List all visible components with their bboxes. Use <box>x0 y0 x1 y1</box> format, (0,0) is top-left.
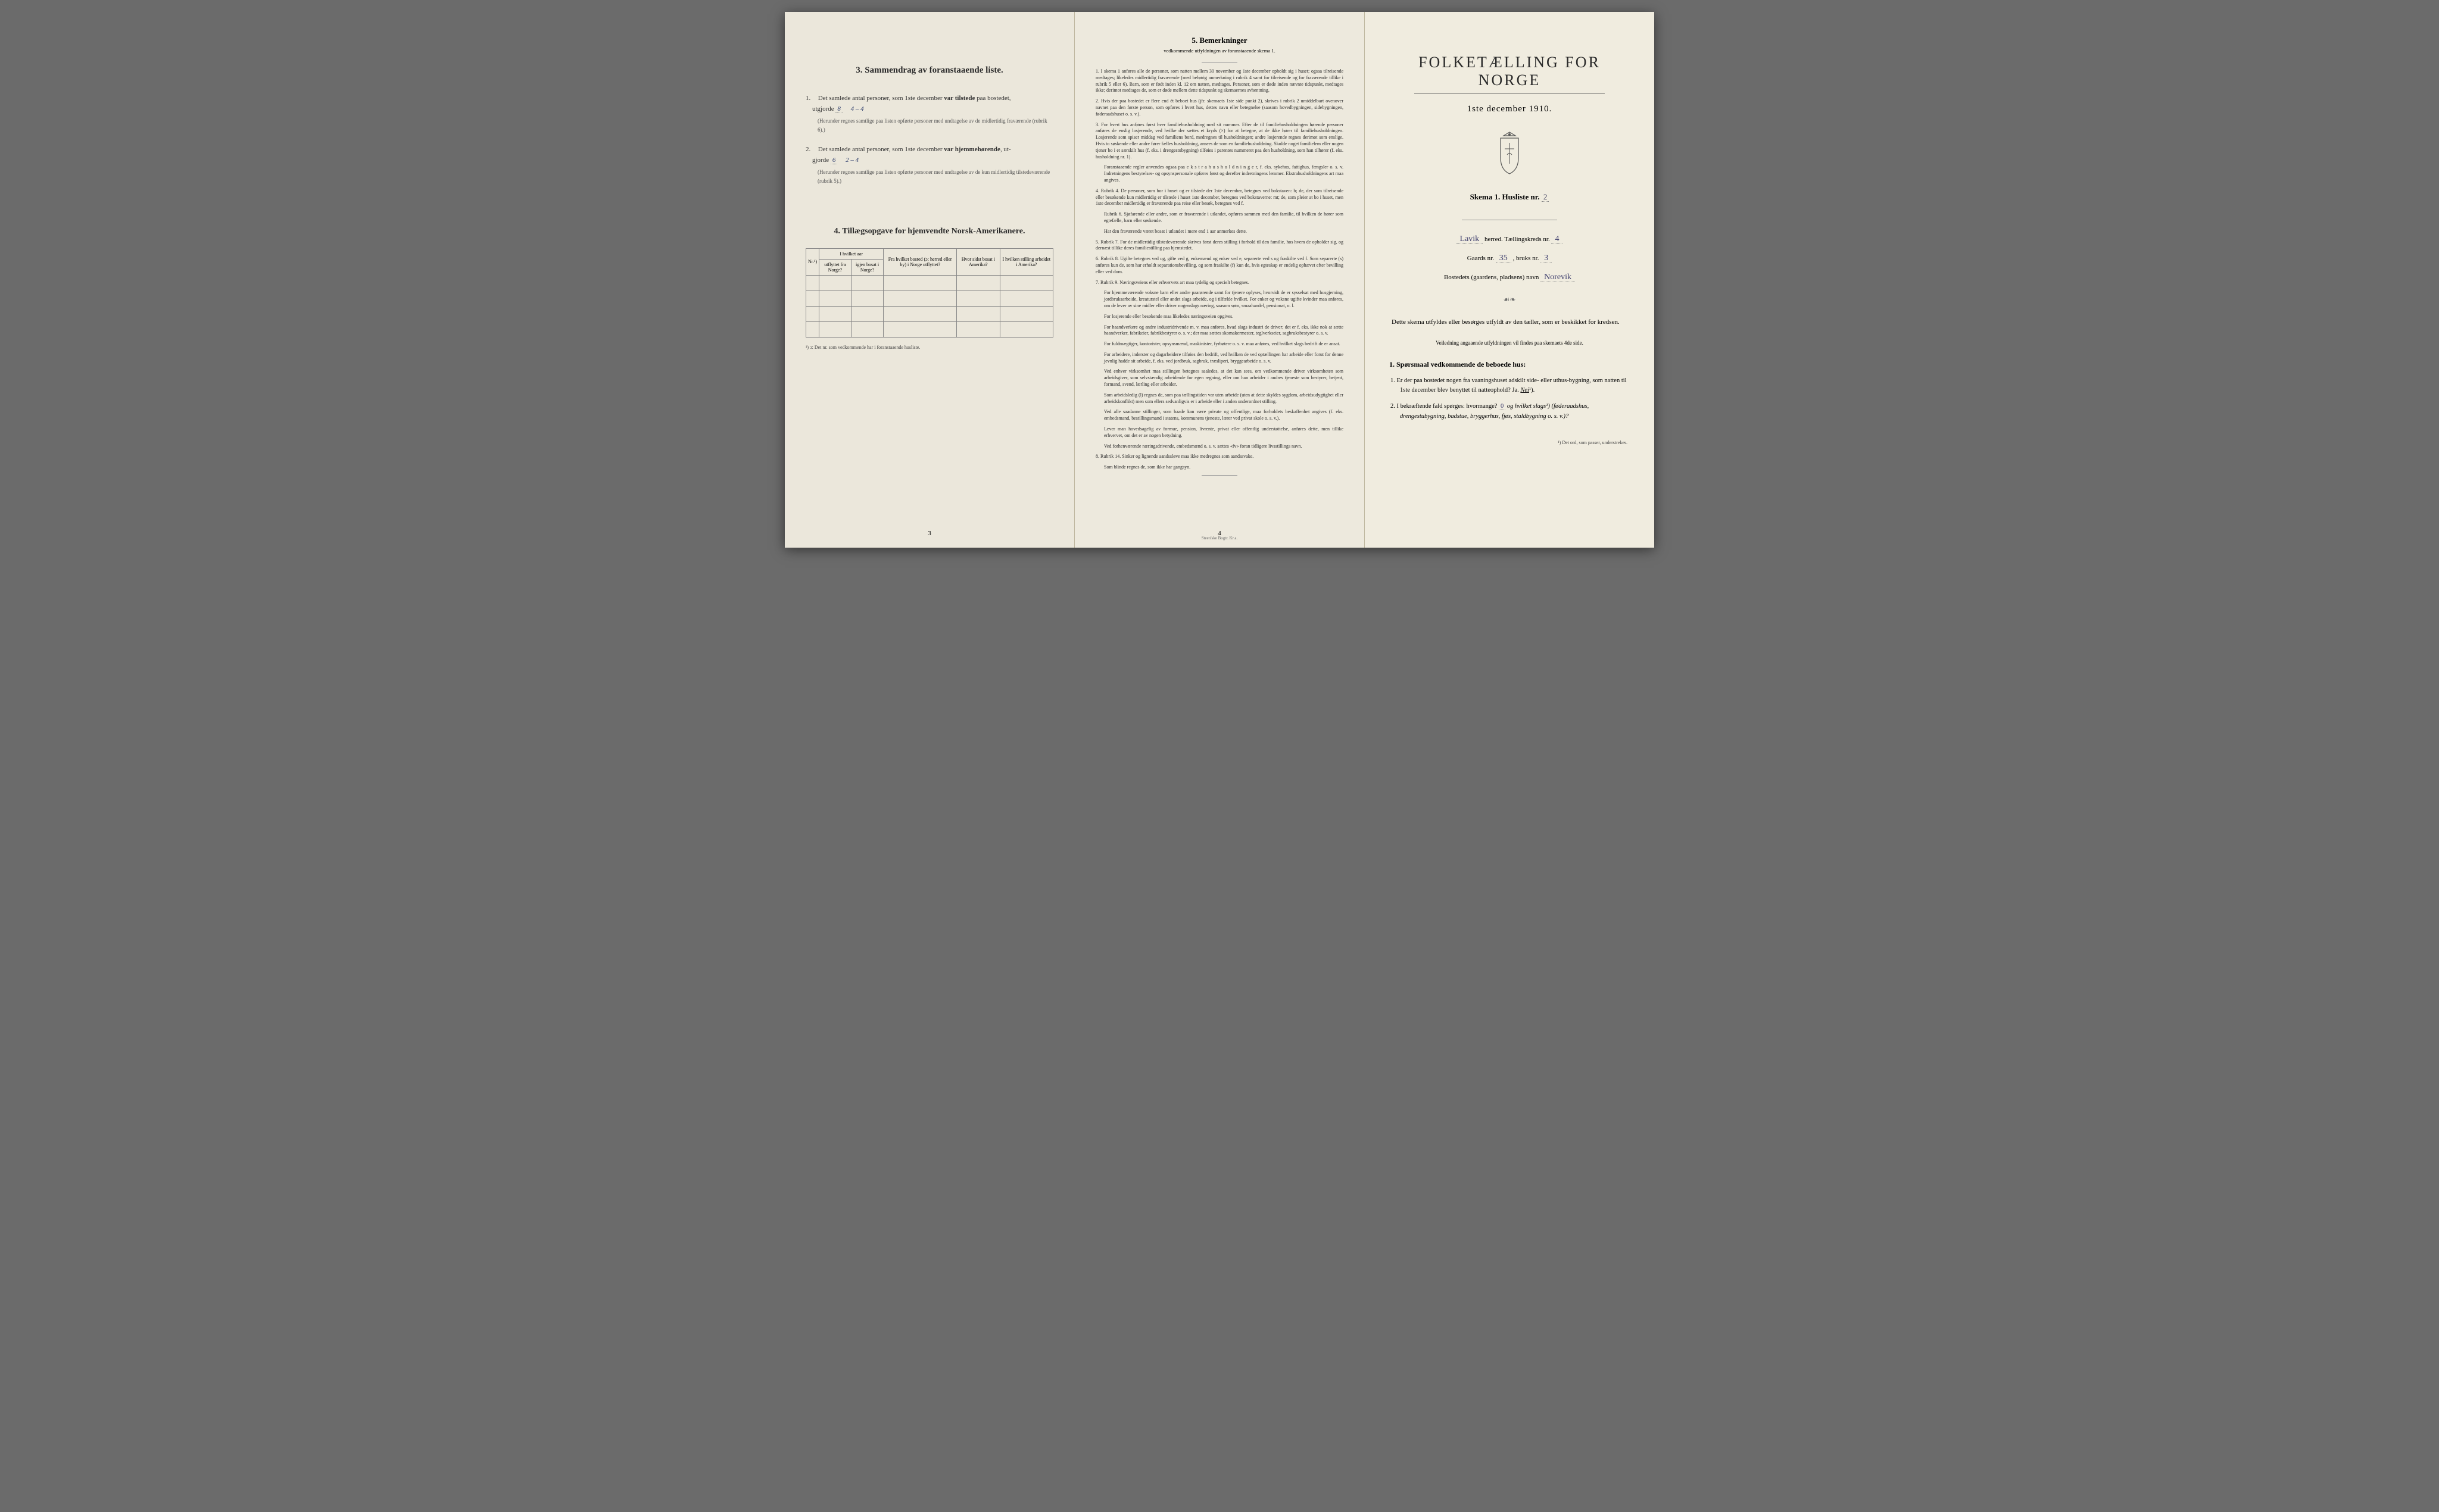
skema-label: Skema 1. Husliste nr. <box>1470 192 1540 201</box>
herred-label: herred. Tællingskreds nr. <box>1484 236 1550 243</box>
bruk-nr: 3 <box>1540 254 1552 263</box>
gaard-line: Gaards nr. 35 , bruks nr. 3 <box>1386 254 1633 263</box>
gaard-nr: 35 <box>1496 254 1511 263</box>
q1-sup: ¹). <box>1529 387 1534 393</box>
remark-subitem: For losjerende eller besøkende maa likel… <box>1104 314 1343 320</box>
item1-subnote: (Herunder regnes samtlige paa listen opf… <box>818 117 1053 134</box>
table-row <box>806 275 1053 290</box>
q2-num: 2. <box>1390 403 1395 410</box>
remark-item: 3. For hvert hus anføres først hver fami… <box>1096 122 1343 161</box>
remark-item: 4. Rubrik 4. De personer, som bor i huse… <box>1096 188 1343 207</box>
bosted-handwritten: Norevik <box>1540 273 1575 282</box>
remark-subitem: Ved alle saadanne stillinger, som baade … <box>1104 409 1343 422</box>
th-igjen: igjen bosat i Norge? <box>851 259 884 275</box>
page-4-remarks: 5. Bemerkninger vedkommende utfyldningen… <box>1075 12 1365 548</box>
questions-heading: 1. Spørsmaal vedkommende de beboede hus: <box>1389 360 1633 369</box>
summary-item-2: 2. Det samlede antal personer, som 1ste … <box>806 145 1053 185</box>
summary-item-1: 1. Det samlede antal personer, som 1ste … <box>806 93 1053 134</box>
kreds-nr: 4 <box>1551 235 1562 244</box>
table-row <box>806 321 1053 337</box>
bruk-label: , bruks nr. <box>1512 255 1539 262</box>
remark-subitem: Lever man hovedsagelig av formue, pensio… <box>1104 426 1343 439</box>
section-5-subtitle: vedkommende utfyldningen av foranstaaend… <box>1096 48 1343 54</box>
table-row <box>806 290 1053 306</box>
section-5-title: 5. Bemerkninger <box>1096 36 1343 45</box>
remark-item: 7. Rubrik 9. Næringsveiens eller erhverv… <box>1096 280 1343 286</box>
bosted-line: Bostedets (gaardens, pladsens) navn Nore… <box>1386 273 1633 282</box>
section4-footnote: ¹) ɔ: Det nr. som vedkommende har i fora… <box>806 345 1053 350</box>
section-4-title: 4. Tillægsopgave for hjemvendte Norsk-Am… <box>806 227 1053 236</box>
skema-line: Skema 1. Husliste nr. 2 <box>1386 192 1633 202</box>
remark-subitem: Ved enhver virksomhet maa stillingen bet… <box>1104 368 1343 388</box>
section-3-title: 3. Sammendrag av foranstaaende liste. <box>806 65 1053 76</box>
cover-footnote: ¹) Det ord, som passer, understrekes. <box>1386 440 1627 445</box>
q1-nei-answer: Nei <box>1520 387 1529 393</box>
th-nr: Nr.¹) <box>806 248 819 275</box>
divider <box>1202 475 1237 476</box>
table-row <box>806 306 1053 321</box>
instruction-text: Dette skema utfyldes eller besørges utfy… <box>1392 317 1627 328</box>
remark-subitem: For arbeidere, inderster og dagarbeidere… <box>1104 352 1343 365</box>
item-number: 2. <box>806 145 816 155</box>
remark-subitem: Som blinde regnes de, som ikke har gangs… <box>1104 464 1343 471</box>
bosted-label: Bostedets (gaardens, pladsens) navn <box>1444 274 1540 281</box>
husliste-nr: 2 <box>1542 192 1549 202</box>
herred-handwritten: Lavik <box>1456 235 1483 244</box>
page-1-cover: FOLKETÆLLING FOR NORGE 1ste december 191… <box>1365 12 1654 548</box>
remark-subitem: Ved forhenværende næringsdrivende, embed… <box>1104 443 1343 450</box>
remark-item: 6. Rubrik 8. Ugifte betegnes ved ug, gif… <box>1096 256 1343 275</box>
th-bosted: Fra hvilket bosted (ɔ: herred eller by) … <box>884 248 957 275</box>
remark-subitem: Som arbeidsledig (l) regnes de, som paa … <box>1104 392 1343 405</box>
document-title: FOLKETÆLLING FOR NORGE <box>1386 54 1633 89</box>
item1-bold: var tilstede <box>944 95 975 102</box>
printer-mark: Steen'ske Bogtr. Kr.a. <box>1202 536 1238 541</box>
remark-subitem: Har den fraværende været bosat i utlande… <box>1104 229 1343 235</box>
gaard-label: Gaards nr. <box>1467 255 1494 262</box>
question-1: 1. Er der paa bostedet nogen fra vaaning… <box>1400 376 1629 396</box>
item2-handwritten-count: 6 <box>831 157 838 164</box>
th-amerika: Hvor sidst bosat i Amerika? <box>957 248 1000 275</box>
remark-item: 8. Rubrik 14. Sinker og lignende aandssl… <box>1096 454 1343 460</box>
item2-text-b: , ut- <box>1000 146 1011 153</box>
remark-subitem: For fuldmægtiger, kontorister, opsynsmæn… <box>1104 341 1343 348</box>
q2-handwritten: 0 <box>1499 403 1505 410</box>
divider <box>1202 62 1237 63</box>
instruction-subtext: Veiledning angaaende utfyldningen vil fi… <box>1386 340 1633 346</box>
page-number: 3 <box>928 530 931 537</box>
item1-handwritten-split: 4 – 4 <box>851 105 864 113</box>
item2-text-a: Det samlede antal personer, som 1ste dec… <box>818 146 944 153</box>
remark-item: 1. I skema 1 anføres alle de personer, s… <box>1096 68 1343 94</box>
th-stilling: I hvilken stilling arbeidet i Amerika? <box>1000 248 1053 275</box>
q1-text: Er der paa bostedet nogen fra vaaningshu… <box>1397 377 1627 394</box>
item1-text-b: paa bostedet, <box>975 95 1010 102</box>
remarks-list: 1. I skema 1 anføres alle de personer, s… <box>1096 68 1343 471</box>
herred-line: Lavik herred. Tællingskreds nr. 4 <box>1386 235 1633 244</box>
page-3-summary: 3. Sammendrag av foranstaaende liste. 1.… <box>785 12 1075 548</box>
table-body <box>806 275 1053 337</box>
item2-bold: var hjemmehørende <box>944 146 1000 153</box>
q2-text-a: I bekræftende fald spørges: hvormange? <box>1397 403 1499 410</box>
item1-line2: utgjorde <box>812 105 835 113</box>
remark-subitem: For hjemmeværende voksne barn eller andr… <box>1104 290 1343 309</box>
remark-subitem: Rubrik 6. Sjøfarende eller andre, som er… <box>1104 211 1343 224</box>
item2-line2: gjorde <box>812 157 831 164</box>
th-aar: I hvilket aar <box>819 248 884 259</box>
ornament-icon: ☙❧ <box>1386 295 1633 304</box>
census-document: 3. Sammendrag av foranstaaende liste. 1.… <box>785 12 1654 548</box>
item-number: 1. <box>806 93 816 104</box>
item1-text-a: Det samlede antal personer, som 1ste dec… <box>818 95 944 102</box>
remark-subitem: For haandverkere og andre industridriven… <box>1104 324 1343 338</box>
th-utflyttet: utflyttet fra Norge? <box>819 259 852 275</box>
item2-handwritten-split: 2 – 4 <box>846 157 859 164</box>
item2-subnote: (Herunder regnes samtlige paa listen opf… <box>818 168 1053 185</box>
census-date: 1ste december 1910. <box>1386 104 1633 114</box>
coat-of-arms-icon <box>1492 131 1527 176</box>
remark-item: 5. Rubrik 7. For de midlertidig tilstede… <box>1096 239 1343 252</box>
q1-num: 1. <box>1390 377 1395 384</box>
item1-handwritten-count: 8 <box>835 105 843 113</box>
remark-subitem: Foranstaaende regler anvendes ogsaa paa … <box>1104 164 1343 183</box>
norsk-amerikanere-table: Nr.¹) I hvilket aar Fra hvilket bosted (… <box>806 248 1053 338</box>
remark-item: 2. Hvis der paa bostedet er flere end ét… <box>1096 98 1343 117</box>
question-2: 2. I bekræftende fald spørges: hvormange… <box>1400 402 1629 422</box>
